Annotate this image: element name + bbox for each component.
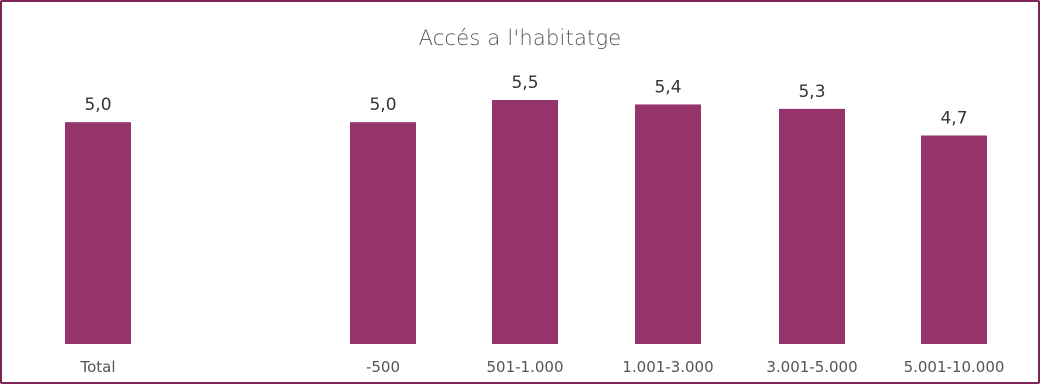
x-tick-label-3: 1.001-3.000	[622, 358, 713, 376]
chart-title: Accés a l'habitatge	[418, 26, 622, 50]
bar-1	[350, 122, 416, 344]
value-labels-layer: 5,0 5,0 5,5 5,4 5,3 4,7	[84, 73, 967, 128]
bar-4	[779, 108, 845, 344]
value-label-3: 5,4	[654, 77, 681, 97]
bar-3	[635, 104, 701, 344]
x-tick-label-4: 3.001-5.000	[766, 358, 857, 376]
value-label-2: 5,5	[511, 73, 538, 93]
tick-labels-layer: Total -500 501-1.000 1.001-3.000 3.001-5.000…	[79, 358, 1004, 376]
x-tick-label-5: 5.001-10.000	[904, 358, 1005, 376]
x-tick-label-2: 501-1.000	[487, 358, 564, 376]
bar-0	[65, 122, 131, 344]
bar-2	[492, 100, 558, 344]
value-label-1: 5,0	[369, 95, 396, 115]
value-label-5: 4,7	[940, 108, 967, 128]
bars-layer	[65, 100, 987, 344]
x-tick-label-0: Total	[79, 358, 115, 376]
value-label-0: 5,0	[84, 95, 111, 115]
x-tick-label-1: -500	[366, 358, 400, 376]
value-label-4: 5,3	[798, 82, 825, 102]
bar-5	[921, 135, 987, 344]
